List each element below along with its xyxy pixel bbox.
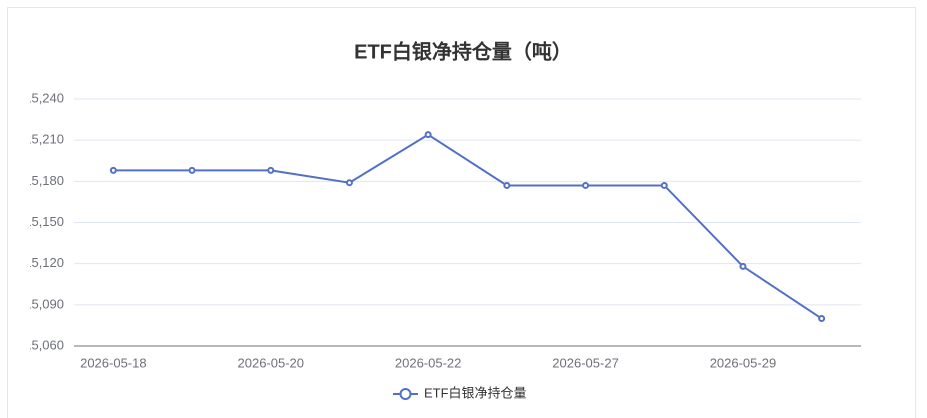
data-point <box>424 131 432 139</box>
y-tick-label: 15,060 <box>24 337 64 352</box>
legend-marker <box>399 388 412 400</box>
series-line <box>113 133 823 320</box>
x-tick-label: 2026-05-20 <box>238 355 305 370</box>
y-tick-label: 15,150 <box>24 214 64 229</box>
panel <box>7 7 916 418</box>
y-tick-label: 15,120 <box>24 255 64 270</box>
data-point <box>503 181 511 189</box>
data-point <box>267 166 275 174</box>
data-point <box>739 262 747 270</box>
x-tick-label: 2026-05-29 <box>710 355 777 370</box>
x-tick-label: 2026-05-18 <box>80 355 147 370</box>
data-point <box>818 315 826 323</box>
y-tick-label: 15,090 <box>24 296 64 311</box>
y-tick-label: 15,240 <box>24 90 64 105</box>
data-point <box>660 181 668 189</box>
y-tick-label: 15,180 <box>24 173 64 188</box>
y-tick-label: 15,210 <box>24 132 64 147</box>
data-point <box>188 166 196 174</box>
data-point <box>109 166 117 174</box>
chart-title: ETF白银净持仓量（吨） <box>354 39 572 63</box>
x-tick-label: 2026-05-27 <box>552 355 619 370</box>
y-axis-labels: 15,060 15,090 15,120 15,150 15,180 15,210 15,2… <box>24 90 64 352</box>
data-point <box>582 181 590 189</box>
legend-label: ETF白银净持仓量 <box>424 385 527 400</box>
x-tick-label: 2026-05-22 <box>395 355 462 370</box>
data-point <box>345 179 353 187</box>
